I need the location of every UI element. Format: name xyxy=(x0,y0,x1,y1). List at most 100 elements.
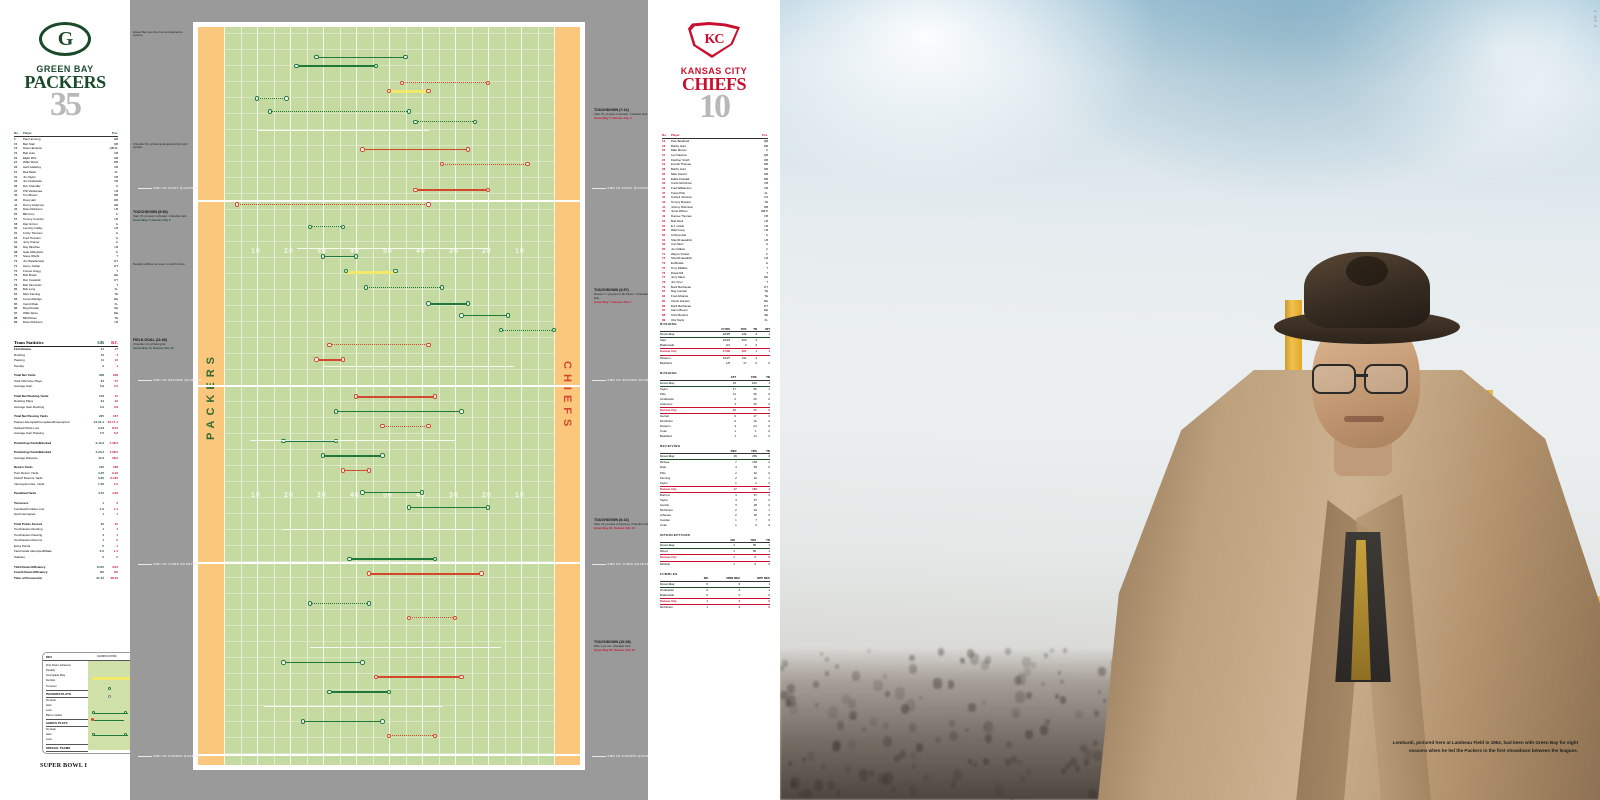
team-statistics-title: Team Statistics xyxy=(14,340,44,345)
crowd-figure xyxy=(832,741,841,753)
individual-stat-tables: RUSHING C/YDS YDS TD INT Green Bay 16/25 133 3 1 S… xyxy=(660,322,770,615)
roster-number: 5 xyxy=(14,136,16,141)
roster-position: FL xyxy=(764,317,768,322)
drive-node-start xyxy=(413,119,418,125)
crowd-figure xyxy=(802,756,807,762)
yard-number: 30 xyxy=(317,491,327,499)
stat-value: 1 xyxy=(706,604,709,609)
team-stat-row: Return Yards 100 168 xyxy=(14,465,118,471)
kc-city: KANSAS CITY xyxy=(680,66,748,76)
stat-value: 250 xyxy=(741,338,747,343)
stat-kc-value: 1 xyxy=(116,532,118,537)
roster-number: 80 xyxy=(14,287,18,292)
quarter-break xyxy=(198,753,580,756)
stat-label: Passes Attempted/Completed/Intercepted xyxy=(14,420,70,425)
stat-value: 1 xyxy=(757,348,770,356)
roster-player: Ed Budde xyxy=(671,261,684,266)
roster-player: Curt Merz xyxy=(671,242,684,247)
stat-label: Sacked/Yards Lost xyxy=(14,425,39,430)
hash-row xyxy=(224,337,554,338)
team-statistics-title-row: Team Statistics GB KC xyxy=(14,340,118,347)
hash-row xyxy=(224,49,554,50)
stat-value: 250 xyxy=(736,453,757,461)
stat-value: 16 xyxy=(753,419,757,424)
roster-position: K xyxy=(116,183,118,188)
drive-node-end xyxy=(472,119,478,125)
hash-row xyxy=(224,577,554,578)
yard-line xyxy=(273,27,275,765)
roster-row: 36 Don Chandler K xyxy=(14,184,118,189)
drive-node-start xyxy=(363,285,369,290)
drive-node-start xyxy=(426,301,431,306)
roster-player: Gale Gillingham xyxy=(23,249,44,254)
quarter-end-label: END OF SECOND QUARTER xyxy=(592,378,656,382)
crowd-figure xyxy=(1039,725,1048,736)
crowd-figure xyxy=(833,740,841,750)
stat-row: Anderson 4 30 0 xyxy=(660,402,770,408)
roster-number: 21 xyxy=(14,151,18,155)
roster-row: 33 Curtis McClinton FB xyxy=(662,181,768,186)
crowd-figure xyxy=(867,648,872,654)
stat-row-label: Garrett xyxy=(660,414,669,419)
roster-row: 22 Elijah Pitts HB xyxy=(14,156,118,161)
scoring-annotation: Penalty nullifies turnover on fourth dow… xyxy=(133,262,191,267)
roster-position: QB xyxy=(763,138,768,143)
stat-kc-value: 6-130 xyxy=(110,476,118,481)
roster-position: RB xyxy=(764,176,768,181)
stat-row-label: Kansas City xyxy=(660,597,699,605)
crowd-figure xyxy=(969,653,980,665)
stat-row: Dale 4 59 0 xyxy=(660,465,770,470)
roster-position: C xyxy=(765,251,768,256)
photo-caption: Lombardi, pictured here at Lambeau Field… xyxy=(1392,740,1578,753)
stat-row-label: Dale xyxy=(660,465,666,470)
crowd-figure xyxy=(1019,776,1025,783)
team-stat-row: Average Distance 43.3 38.2 xyxy=(14,456,118,462)
yard-line xyxy=(438,27,440,765)
stat-label: Time of Possession xyxy=(14,575,43,580)
drive-node-start xyxy=(343,268,349,274)
stat-value: 4 xyxy=(735,492,737,497)
drive-node-end xyxy=(479,571,484,576)
stat-value: 0 xyxy=(768,518,770,523)
roster-player: Jim Weatherwax xyxy=(23,259,45,264)
roster-position: DB xyxy=(764,157,768,162)
roster-position: LB xyxy=(764,237,769,242)
crowd-figure xyxy=(798,789,805,799)
team-stat-row: First Downs 21 17 xyxy=(14,347,118,353)
roster-player: Jerry Mays xyxy=(671,275,685,280)
roster-number: 37 xyxy=(14,188,18,193)
roster-row: 49 Dupree Thomas FB xyxy=(662,214,768,219)
fedora-crease xyxy=(1346,256,1388,286)
stat-label: Rushing xyxy=(14,352,26,357)
crowd-figure xyxy=(1069,757,1077,767)
drive-node-start xyxy=(320,453,326,458)
roster-position: DB xyxy=(764,143,768,148)
stat-row-label: Taylor xyxy=(660,497,668,502)
crowd-figure xyxy=(1010,756,1017,764)
stat-value: 0 xyxy=(768,492,770,497)
quarter-end-label: END OF FOURTH QUARTER xyxy=(592,754,656,758)
roster-number: 24 xyxy=(662,162,666,167)
crowd-figure xyxy=(1057,670,1062,675)
crowd-figure xyxy=(821,764,827,771)
annotation-score: Green Bay 7, Kansas City 7 xyxy=(594,300,632,305)
roster-row: 28 Bobby Hunt DB xyxy=(662,167,768,172)
yard-number: 20 xyxy=(482,491,492,499)
crowd-figure xyxy=(960,658,966,664)
roster-player: Jerrel Wilson xyxy=(671,209,688,214)
stat-value: 17 xyxy=(743,360,747,365)
scoring-annotation: Chandler 31-yd field goal attempt hits r… xyxy=(133,142,191,151)
annotation-score: Green Bay 14, Kansas City 10 xyxy=(133,346,174,351)
drive-node-start xyxy=(307,224,313,230)
roster-number: 49 xyxy=(662,214,666,219)
legend-item: Punt xyxy=(46,752,52,754)
stat-value: 16 xyxy=(716,453,737,461)
roster-row: 37 Travis Pitts FL xyxy=(662,191,768,196)
team-stat-row: Average Gain 5.9 4.2 xyxy=(14,384,118,390)
roster-row: 61 Sherrill Headrick LB xyxy=(662,238,768,243)
roster-position: DT xyxy=(764,284,768,289)
drive-line xyxy=(237,204,429,206)
stat-kc-value: 72 xyxy=(114,393,118,398)
yard-number: 30 xyxy=(317,248,327,256)
yard-line xyxy=(455,27,457,765)
